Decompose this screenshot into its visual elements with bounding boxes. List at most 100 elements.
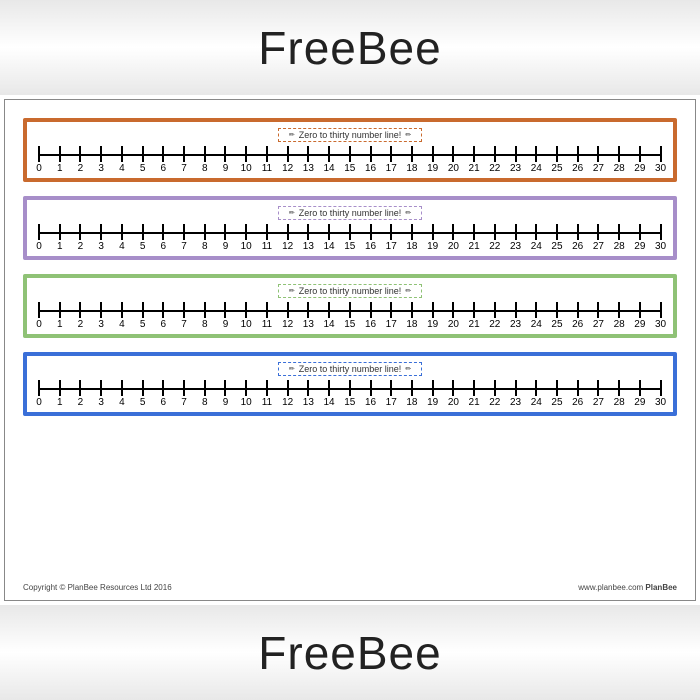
tick-mark: [162, 224, 164, 240]
tick-mark: [577, 302, 579, 318]
tick-label: 22: [489, 241, 500, 252]
tick-mark: [432, 146, 434, 162]
tick-mark: [328, 380, 330, 396]
tick-label: 4: [119, 163, 125, 174]
tick-mark: [121, 380, 123, 396]
tick-mark: [142, 146, 144, 162]
tick-mark: [577, 380, 579, 396]
tick-mark: [577, 146, 579, 162]
tick-label: 23: [510, 319, 521, 330]
tick-label: 15: [344, 241, 355, 252]
tick-mark: [535, 146, 537, 162]
tick-mark: [307, 380, 309, 396]
pencil-icon: ✏: [289, 209, 295, 217]
tick-mark: [224, 224, 226, 240]
tick-label: 15: [344, 163, 355, 174]
tick-mark: [121, 146, 123, 162]
tick-mark: [79, 302, 81, 318]
tick-label: 21: [469, 241, 480, 252]
strip-label: ✏Zero to thirty number line!✏: [278, 284, 422, 298]
tick-mark: [224, 380, 226, 396]
tick-mark: [245, 224, 247, 240]
tick-mark: [535, 224, 537, 240]
tick-label: 9: [223, 397, 229, 408]
tick-mark: [287, 224, 289, 240]
tick-mark: [639, 146, 641, 162]
tick-mark: [639, 302, 641, 318]
tick-mark: [556, 146, 558, 162]
strip-label: ✏Zero to thirty number line!✏: [278, 128, 422, 142]
tick-label: 10: [241, 319, 252, 330]
tick-label: 12: [282, 241, 293, 252]
tick-label: 2: [78, 319, 84, 330]
tick-label: 2: [78, 397, 84, 408]
tick-mark: [100, 224, 102, 240]
tick-mark: [79, 224, 81, 240]
tick-mark: [639, 380, 641, 396]
number-line-strip: ✏Zero to thirty number line!✏01234567891…: [23, 352, 677, 416]
tick-label: 16: [365, 163, 376, 174]
tick-label: 18: [406, 241, 417, 252]
tick-mark: [535, 380, 537, 396]
tick-label: 11: [262, 241, 272, 252]
tick-label: 25: [551, 241, 562, 252]
tick-label: 30: [655, 163, 666, 174]
pencil-icon: ✏: [289, 131, 295, 139]
tick-mark: [349, 380, 351, 396]
tick-mark: [59, 224, 61, 240]
tick-mark: [390, 224, 392, 240]
number-line-strip: ✏Zero to thirty number line!✏01234567891…: [23, 118, 677, 182]
ticks: 0123456789101112131415161718192021222324…: [39, 380, 661, 408]
ticks: 0123456789101112131415161718192021222324…: [39, 302, 661, 330]
pencil-icon: ✏: [405, 131, 411, 139]
tick-mark: [660, 380, 662, 396]
tick-label: 23: [510, 397, 521, 408]
tick-label: 20: [448, 397, 459, 408]
tick-mark: [660, 146, 662, 162]
tick-mark: [515, 146, 517, 162]
tick-label: 22: [489, 163, 500, 174]
strip-label: ✏Zero to thirty number line!✏: [278, 362, 422, 376]
tick-label: 27: [593, 397, 604, 408]
pencil-icon: ✏: [289, 287, 295, 295]
tick-mark: [349, 302, 351, 318]
tick-mark: [370, 380, 372, 396]
tick-mark: [121, 224, 123, 240]
tick-label: 10: [241, 241, 252, 252]
tick-mark: [38, 146, 40, 162]
tick-label: 0: [36, 163, 42, 174]
tick-mark: [473, 380, 475, 396]
tick-label: 8: [202, 319, 208, 330]
copyright-text: Copyright © PlanBee Resources Ltd 2016: [23, 583, 172, 592]
tick-mark: [660, 224, 662, 240]
tick-label: 17: [386, 163, 397, 174]
tick-mark: [59, 146, 61, 162]
tick-label: 21: [469, 319, 480, 330]
tick-mark: [597, 380, 599, 396]
tick-label: 16: [365, 397, 376, 408]
tick-mark: [162, 380, 164, 396]
tick-label: 26: [572, 397, 583, 408]
tick-mark: [432, 224, 434, 240]
tick-mark: [38, 224, 40, 240]
tick-label: 3: [98, 397, 104, 408]
strip-label-text: Zero to thirty number line!: [299, 208, 402, 218]
tick-mark: [245, 146, 247, 162]
tick-mark: [349, 146, 351, 162]
tick-label: 2: [78, 241, 84, 252]
tick-label: 14: [324, 163, 335, 174]
tick-mark: [204, 146, 206, 162]
footer-url: www.planbee.com: [578, 583, 643, 592]
tick-mark: [79, 380, 81, 396]
tick-label: 25: [551, 163, 562, 174]
tick-mark: [452, 224, 454, 240]
tick-label: 24: [531, 163, 542, 174]
tick-label: 4: [119, 397, 125, 408]
tick-mark: [452, 146, 454, 162]
tick-label: 28: [614, 163, 625, 174]
bottom-banner-text: FreeBee: [258, 626, 441, 680]
tick-label: 26: [572, 319, 583, 330]
tick-label: 5: [140, 319, 146, 330]
tick-label: 8: [202, 397, 208, 408]
tick-label: 30: [655, 319, 666, 330]
